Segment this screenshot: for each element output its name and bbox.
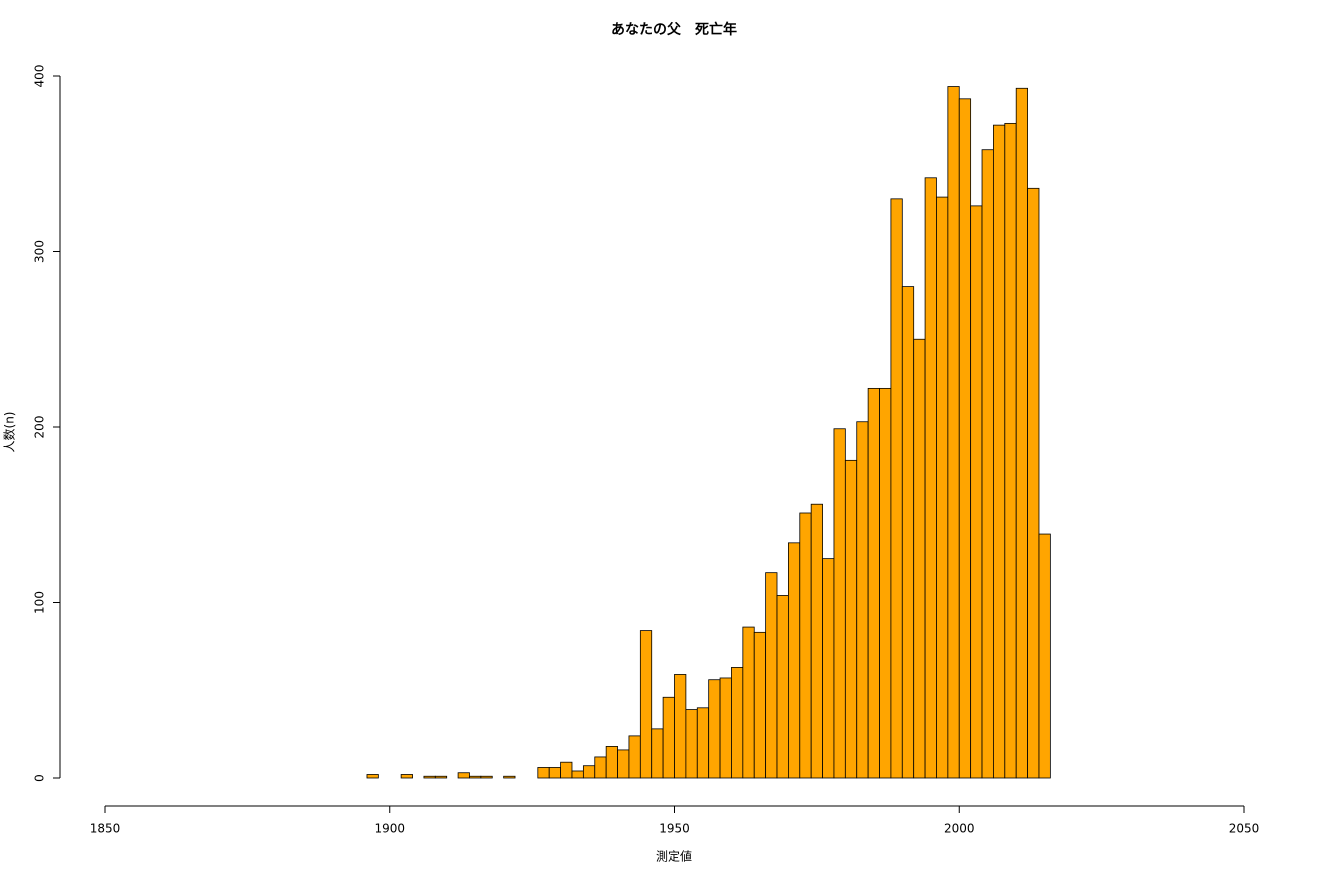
bar [480, 775, 493, 779]
bar [1015, 87, 1028, 779]
bar [879, 387, 892, 779]
bar [788, 542, 801, 779]
bar [503, 775, 516, 779]
x-tick-label: 2000 [944, 822, 975, 836]
bar [799, 512, 812, 779]
y-tick-label: 400 [33, 65, 47, 88]
bar [605, 746, 618, 779]
x-tick-label: 1900 [374, 822, 405, 836]
bar [366, 774, 379, 779]
bar [776, 595, 789, 779]
bar [548, 767, 562, 779]
y-tick-label: 300 [33, 240, 47, 263]
bar [639, 630, 653, 779]
bar [1038, 533, 1051, 779]
bar [662, 696, 675, 779]
x-tick-label: 1950 [659, 822, 690, 836]
bar [1027, 187, 1040, 779]
x-tick-label: 1850 [90, 822, 121, 836]
chart-title: あなたの父 死亡年 [611, 21, 737, 38]
y-axis-label: 人数(n) [2, 412, 17, 453]
bar [936, 196, 949, 779]
bar [685, 709, 698, 779]
bar [947, 86, 960, 779]
bar [822, 558, 835, 779]
bar [537, 767, 550, 779]
bar [696, 707, 710, 779]
bar [651, 728, 664, 779]
bar [628, 735, 641, 779]
y-tick-label: 200 [33, 416, 47, 439]
y-tick-label: 100 [33, 591, 47, 614]
bar [765, 572, 778, 779]
bar [1004, 122, 1017, 779]
bar [582, 765, 596, 779]
bar [901, 286, 915, 779]
bar [981, 149, 994, 779]
bar [742, 626, 755, 779]
bar [913, 338, 926, 779]
bar [958, 98, 972, 779]
bar [571, 770, 584, 779]
bar [993, 124, 1006, 779]
bar [400, 774, 413, 779]
bar [719, 677, 732, 779]
bar [617, 749, 630, 779]
bar [924, 177, 937, 779]
bar [674, 674, 687, 779]
bar [753, 631, 767, 779]
bar [844, 459, 858, 779]
bar [469, 775, 482, 779]
bar [867, 387, 880, 779]
bar [856, 421, 869, 779]
bar [833, 428, 846, 779]
bar [970, 205, 983, 779]
bar [731, 667, 744, 779]
bar [434, 775, 448, 779]
bar [810, 503, 823, 779]
bar [560, 761, 573, 779]
bar [594, 756, 607, 779]
y-tick-label: 0 [33, 774, 47, 782]
x-tick-label: 2050 [1229, 822, 1260, 836]
bar [457, 772, 470, 779]
bar [423, 775, 436, 779]
bar [708, 679, 721, 779]
x-axis-label: 測定値 [656, 849, 692, 864]
bar [890, 198, 903, 779]
